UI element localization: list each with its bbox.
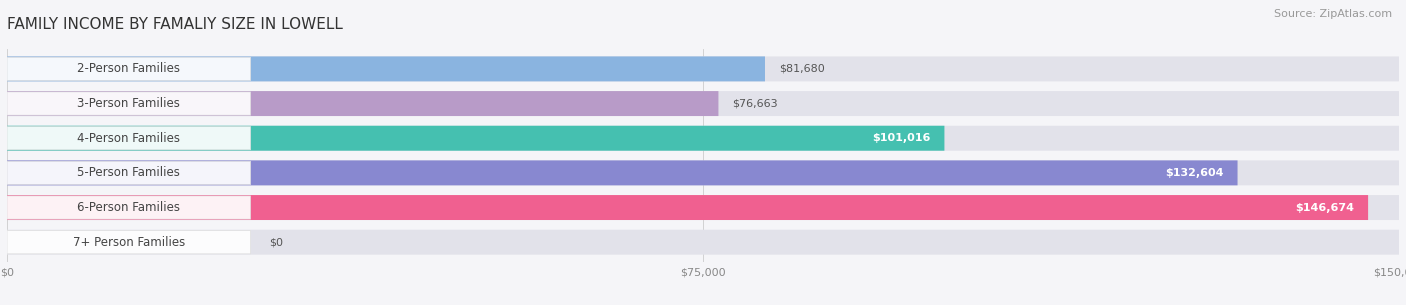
FancyBboxPatch shape <box>7 57 250 81</box>
Text: $101,016: $101,016 <box>872 133 931 143</box>
FancyBboxPatch shape <box>7 127 250 150</box>
Text: Source: ZipAtlas.com: Source: ZipAtlas.com <box>1274 9 1392 19</box>
FancyBboxPatch shape <box>7 231 250 254</box>
FancyBboxPatch shape <box>7 161 250 185</box>
FancyBboxPatch shape <box>7 56 765 81</box>
FancyBboxPatch shape <box>7 126 945 151</box>
Text: 5-Person Families: 5-Person Families <box>77 167 180 179</box>
Text: $81,680: $81,680 <box>779 64 825 74</box>
FancyBboxPatch shape <box>7 160 1237 185</box>
FancyBboxPatch shape <box>7 195 1368 220</box>
FancyBboxPatch shape <box>7 160 1399 185</box>
FancyBboxPatch shape <box>7 56 1399 81</box>
Text: 6-Person Families: 6-Person Families <box>77 201 180 214</box>
Text: FAMILY INCOME BY FAMALIY SIZE IN LOWELL: FAMILY INCOME BY FAMALIY SIZE IN LOWELL <box>7 17 343 32</box>
FancyBboxPatch shape <box>7 126 1399 151</box>
Text: 4-Person Families: 4-Person Families <box>77 132 180 145</box>
FancyBboxPatch shape <box>7 92 250 115</box>
Text: 3-Person Families: 3-Person Families <box>77 97 180 110</box>
FancyBboxPatch shape <box>7 196 250 219</box>
Text: 7+ Person Families: 7+ Person Families <box>73 236 186 249</box>
Text: $76,663: $76,663 <box>733 99 778 109</box>
FancyBboxPatch shape <box>7 91 1399 116</box>
FancyBboxPatch shape <box>7 91 718 116</box>
Text: $132,604: $132,604 <box>1166 168 1223 178</box>
Text: $0: $0 <box>269 237 283 247</box>
Text: 2-Person Families: 2-Person Families <box>77 63 180 75</box>
FancyBboxPatch shape <box>7 195 1399 220</box>
Text: $146,674: $146,674 <box>1295 203 1354 213</box>
FancyBboxPatch shape <box>7 230 1399 255</box>
